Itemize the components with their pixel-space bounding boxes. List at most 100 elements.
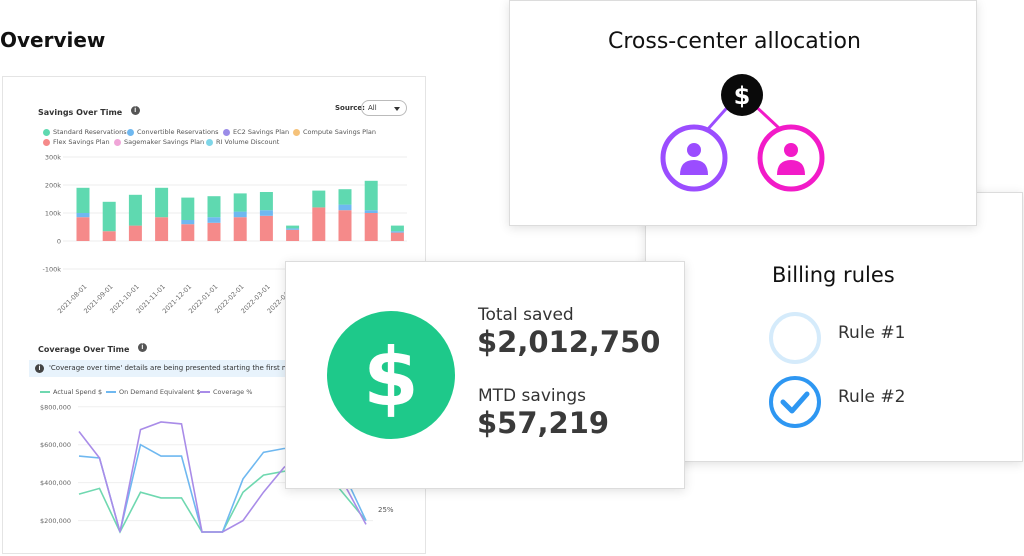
legend-item-2: Coverage % bbox=[200, 388, 252, 396]
bar-segment bbox=[259, 210, 273, 216]
bar-segment bbox=[390, 225, 404, 232]
legend-label: Actual Spend $ bbox=[53, 388, 103, 396]
legend-swatch bbox=[114, 138, 121, 146]
legend-item-3: Compute Savings Plan bbox=[293, 128, 376, 136]
legend-label: Flex Savings Plan bbox=[53, 138, 110, 146]
legend-swatch bbox=[43, 128, 50, 136]
legend-item-0: Standard Reservations bbox=[43, 128, 127, 136]
bar-segment bbox=[76, 217, 90, 241]
dollar-hub-icon: $ bbox=[721, 74, 763, 116]
checked-circle-icon[interactable] bbox=[768, 375, 824, 431]
legend-label: Standard Reservations bbox=[53, 128, 127, 136]
coverage-chart-title: Coverage Over Time bbox=[38, 345, 130, 354]
y-tick-label: 100k bbox=[45, 210, 61, 218]
bar-segment bbox=[286, 225, 300, 229]
bar-segment bbox=[259, 215, 273, 241]
info-icon[interactable]: i bbox=[137, 343, 147, 353]
legend-swatch bbox=[206, 138, 213, 146]
mtd-savings-label: MTD savings bbox=[478, 386, 587, 406]
user-icon-right bbox=[757, 124, 825, 192]
dollar-circle-icon: $ bbox=[327, 311, 455, 439]
bar-segment bbox=[364, 213, 378, 241]
bar-segment bbox=[76, 187, 90, 213]
y-tick-label: -100k bbox=[42, 266, 61, 274]
savings-chart-title: Savings Over Time bbox=[38, 108, 123, 117]
coverage-notice-text: 'Coverage over time' details are being p… bbox=[49, 364, 314, 372]
radio-unchecked-icon[interactable] bbox=[768, 311, 824, 367]
bar-segment bbox=[181, 197, 195, 220]
bar-segment bbox=[102, 201, 116, 232]
rule-item[interactable]: Rule #2 bbox=[768, 373, 968, 429]
bar-segment bbox=[207, 196, 221, 218]
bar-segment bbox=[390, 231, 404, 233]
legend-swatch bbox=[127, 128, 134, 136]
legend-swatch bbox=[223, 128, 230, 136]
legend-item-5: Sagemaker Savings Plan bbox=[114, 138, 204, 146]
bar-segment bbox=[181, 220, 195, 225]
info-icon[interactable]: i bbox=[130, 106, 140, 116]
cross-center-card: Cross-center allocation $ bbox=[509, 0, 977, 226]
source-select[interactable]: All bbox=[361, 100, 407, 116]
savings-bar-chart: 300k200k100k0-100k2021-08-012021-09-0120… bbox=[42, 154, 407, 315]
mtd-savings-value: $57,219 bbox=[477, 406, 610, 440]
svg-text:$: $ bbox=[734, 82, 751, 110]
bar-segment bbox=[128, 225, 142, 241]
savings-summary-card: $ Total saved $2,012,750 MTD savings $57… bbox=[285, 261, 685, 489]
bar-segment bbox=[259, 192, 273, 211]
bar-segment bbox=[76, 213, 90, 218]
rule-label: Rule #2 bbox=[838, 387, 906, 407]
source-label: Source: bbox=[335, 104, 365, 112]
bar-segment bbox=[312, 207, 326, 241]
bar-segment bbox=[286, 229, 300, 241]
rule-label: Rule #1 bbox=[838, 323, 906, 343]
legend-label: On Demand Equivalent $ bbox=[119, 388, 201, 396]
legend-swatch bbox=[293, 128, 300, 136]
y-tick-label: 200k bbox=[45, 182, 61, 190]
rule-item[interactable]: Rule #1 bbox=[768, 309, 968, 365]
chevron-down-icon bbox=[394, 107, 400, 111]
allocation-diagram: $ bbox=[660, 74, 825, 192]
source-select-value: All bbox=[368, 104, 377, 112]
y-tick-label: 0 bbox=[57, 238, 61, 246]
legend-swatch bbox=[43, 138, 50, 146]
legend-item-4: Flex Savings Plan bbox=[43, 138, 110, 146]
info-icon: i bbox=[35, 364, 44, 373]
legend-swatch bbox=[40, 391, 50, 393]
legend-label: RI Volume Discount bbox=[216, 138, 280, 146]
legend-label: Convertible Reservations bbox=[137, 128, 219, 136]
bar-segment bbox=[128, 194, 142, 226]
cross-center-title: Cross-center allocation bbox=[608, 29, 861, 54]
svg-text:$: $ bbox=[363, 331, 419, 424]
bar-segment bbox=[364, 210, 378, 213]
total-saved-value: $2,012,750 bbox=[477, 325, 661, 359]
legend-label: EC2 Savings Plan bbox=[233, 128, 290, 136]
y-tick-label: 300k bbox=[45, 154, 61, 162]
coverage-right-tick: 25% bbox=[378, 506, 394, 514]
bar-segment bbox=[312, 190, 326, 208]
bar-segment bbox=[155, 217, 169, 241]
y-tick-label: $400,000 bbox=[40, 479, 71, 487]
legend-item-6: RI Volume Discount bbox=[206, 138, 279, 146]
legend-item-1: On Demand Equivalent $ bbox=[106, 388, 201, 396]
bar-segment bbox=[338, 204, 352, 211]
bar-segment bbox=[181, 224, 195, 241]
bar-segment bbox=[338, 189, 352, 205]
bar-segment bbox=[233, 211, 247, 218]
billing-rules-title: Billing rules bbox=[772, 263, 895, 287]
bar-segment bbox=[364, 180, 378, 211]
bar-segment bbox=[233, 193, 247, 212]
overview-heading: Overview bbox=[0, 28, 106, 52]
legend-label: Sagemaker Savings Plan bbox=[124, 138, 205, 146]
y-tick-label: $600,000 bbox=[40, 441, 71, 449]
savings-chart-header: Savings Over Time i bbox=[38, 102, 140, 120]
user-icon-left bbox=[660, 124, 728, 192]
bar-segment bbox=[102, 231, 116, 241]
legend-label: Coverage % bbox=[213, 388, 253, 396]
bar-segment bbox=[207, 222, 221, 241]
bar-segment bbox=[233, 217, 247, 241]
coverage-chart-header: Coverage Over Time i bbox=[38, 339, 147, 357]
bar-segment bbox=[286, 228, 300, 230]
y-tick-label: $200,000 bbox=[40, 517, 71, 525]
bar-segment bbox=[390, 232, 404, 241]
y-tick-label: $800,000 bbox=[40, 403, 71, 411]
